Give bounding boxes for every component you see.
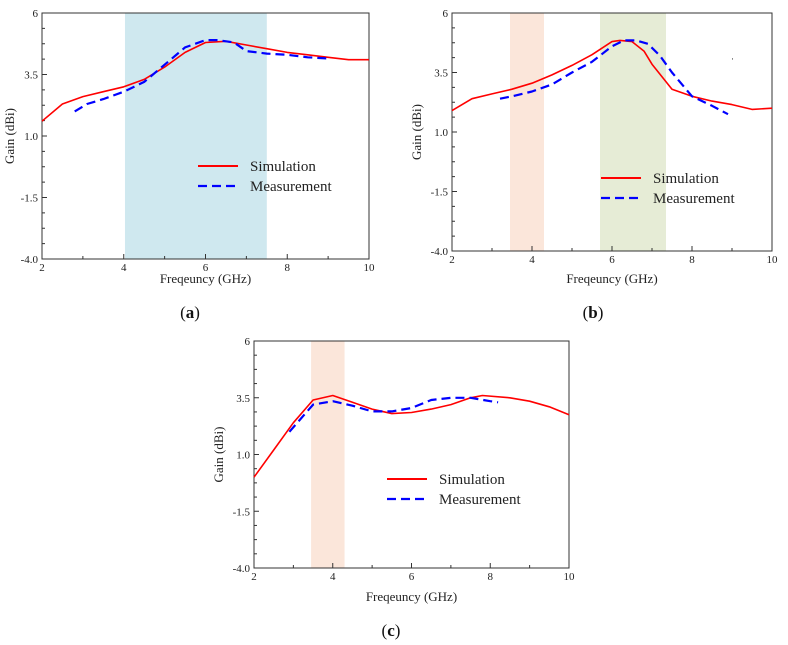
- legend-label-measurement: Measurement: [653, 191, 735, 207]
- y-tick-label: -1.5: [233, 506, 251, 518]
- y-axis-label: Gain (dBi): [2, 108, 17, 164]
- legend-label-simulation: Simulation: [439, 472, 505, 488]
- series-line-simulation: [41, 40, 369, 122]
- y-tick-label: -4.0: [431, 246, 449, 258]
- frequency-band-2: [600, 13, 666, 251]
- x-tick-label: 6: [203, 262, 209, 274]
- x-axis-label: Freqeuncy (GHz): [566, 271, 657, 286]
- y-tick-label: -4.0: [233, 563, 251, 575]
- y-tick-label: -1.5: [431, 187, 449, 199]
- x-tick-label: 2: [449, 254, 455, 266]
- y-tick-label: 3.5: [24, 70, 38, 82]
- stray-mark: ·: [731, 54, 734, 64]
- y-tick-label: 1.0: [434, 127, 448, 139]
- x-tick-label: 2: [251, 571, 257, 583]
- x-tick-label: 10: [564, 571, 576, 583]
- x-tick-label: 10: [364, 262, 376, 274]
- frequency-band-1: [124, 13, 267, 259]
- panel-caption: (b): [583, 303, 604, 322]
- panel-caption: (a): [180, 303, 200, 322]
- y-tick-label: 6: [33, 8, 39, 20]
- chart-panel-b: -4.0 -1.5 1.0 3.5 6 2 4 6 8 10 Freqeuncy (GHz) Gain…: [409, 8, 778, 322]
- panel-caption: (c): [382, 621, 401, 640]
- legend-label-measurement: Measurement: [250, 179, 332, 195]
- legend-label-simulation: Simulation: [250, 159, 316, 175]
- y-tick-label: 1.0: [236, 450, 250, 462]
- x-tick-label: 10: [767, 254, 779, 266]
- frequency-band-1: [311, 341, 345, 568]
- x-tick-label: 4: [330, 571, 336, 583]
- series-line-measurement: [499, 39, 729, 116]
- x-tick-label: 6: [409, 571, 415, 583]
- legend-label-simulation: Simulation: [653, 171, 719, 187]
- x-tick-label: 8: [689, 254, 695, 266]
- frequency-band-1: [510, 13, 544, 251]
- series-line-simulation: [253, 394, 570, 478]
- y-tick-label: 6: [443, 8, 449, 20]
- y-tick-label: 1.0: [24, 131, 38, 143]
- x-tick-label: 2: [39, 262, 45, 274]
- x-axis-label: Freqeuncy (GHz): [366, 589, 457, 604]
- series-line-simulation: [451, 39, 773, 112]
- chart-panel-a: -4.0 -1.5 1.0 3.5 6 2 4 6 8 10 Freqeuncy (GHz) Gain…: [2, 8, 375, 322]
- x-tick-label: 8: [488, 571, 494, 583]
- x-tick-label: 6: [609, 254, 615, 266]
- y-tick-label: -1.5: [21, 193, 39, 205]
- series-line-measurement: [288, 396, 499, 433]
- y-tick-label: 3.5: [434, 68, 448, 80]
- x-tick-label: 4: [121, 262, 127, 274]
- x-axis-label: Freqeuncy (GHz): [160, 271, 251, 286]
- y-tick-label: 3.5: [236, 393, 250, 405]
- plot-frame: [253, 340, 570, 569]
- y-tick-label: -4.0: [21, 254, 39, 266]
- y-axis-label: Gain (dBi): [211, 427, 226, 483]
- y-tick-label: 6: [245, 336, 251, 348]
- y-axis-label: Gain (dBi): [409, 104, 424, 160]
- x-tick-label: 8: [285, 262, 291, 274]
- x-tick-label: 4: [529, 254, 535, 266]
- series-line-measurement: [74, 38, 329, 113]
- legend-label-measurement: Measurement: [439, 492, 521, 508]
- chart-panel-c: -4.0 -1.5 1.0 3.5 6 2 4 6 8 10 Freqeuncy (GHz) Gain…: [211, 336, 575, 640]
